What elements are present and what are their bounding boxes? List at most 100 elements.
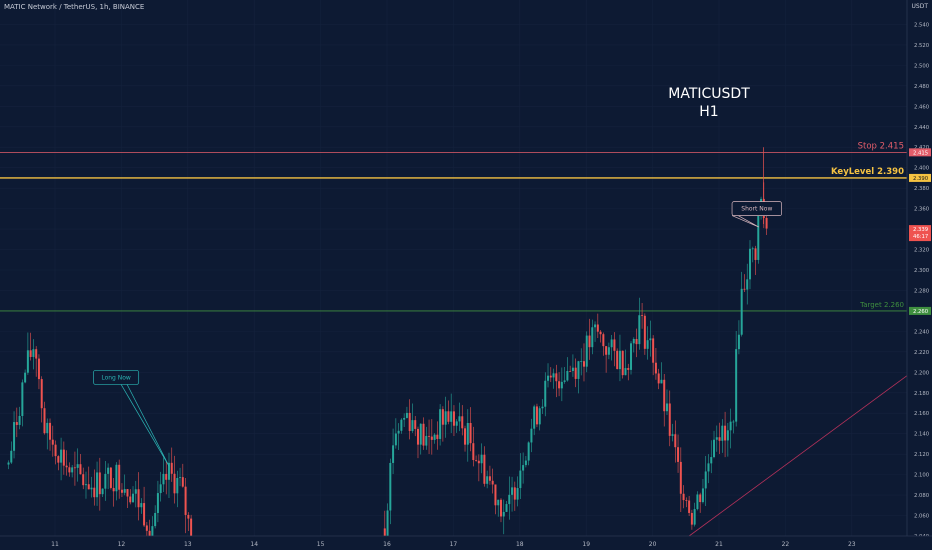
candle-body: [126, 489, 129, 497]
candle-body: [558, 381, 561, 389]
candle-body: [488, 476, 491, 481]
candle-body: [49, 422, 52, 440]
candle-body: [713, 439, 716, 458]
time-tick-label: 16: [383, 541, 391, 548]
price-tick-label: 2.100: [914, 473, 930, 479]
candle-countdown: 46:17: [913, 234, 928, 240]
candle-body: [87, 484, 90, 490]
last-price-value: 2.339: [913, 227, 928, 233]
price-axis[interactable]: 2.540 2.520 2.500 2.480 2.460 2.440 2.420 2.400…: [909, 22, 931, 540]
candle-body: [574, 367, 577, 379]
candle-body: [32, 349, 35, 357]
trendline: [688, 371, 912, 537]
price-tick-label: 2.520: [914, 43, 930, 49]
candle-body: [444, 411, 447, 425]
chart-grid: [0, 0, 907, 536]
candle-body: [663, 379, 666, 412]
candle-body: [447, 411, 450, 422]
candle-body: [76, 464, 79, 468]
candle-body: [10, 450, 13, 463]
candle-body: [519, 470, 522, 489]
price-tick-label: 2.360: [914, 207, 930, 213]
time-tick-label: 20: [649, 541, 657, 548]
candle-body: [704, 471, 707, 489]
candle-body: [643, 315, 646, 349]
candle-body: [480, 454, 483, 464]
candle-body: [419, 423, 422, 445]
candle-body: [665, 403, 668, 412]
short-now-pointer: [731, 215, 760, 228]
candle-body: [549, 375, 552, 378]
candle-body: [82, 474, 85, 486]
candle-body: [618, 350, 621, 370]
time-tick-label: 19: [582, 541, 590, 548]
candle-body: [688, 500, 691, 513]
candle-body: [577, 361, 580, 379]
candle-body: [65, 465, 68, 468]
candle-body: [740, 288, 743, 335]
candle-body: [54, 444, 57, 457]
candle-body: [425, 435, 428, 446]
candle-body: [649, 338, 652, 341]
candle-body: [541, 406, 544, 409]
candle-body: [386, 510, 389, 540]
candle-body: [118, 464, 121, 490]
candle-body: [176, 477, 179, 494]
candle-body: [748, 248, 751, 280]
candles: [7, 147, 768, 550]
price-tick-label: 2.080: [914, 493, 930, 499]
time-axis[interactable]: 11 12 13 14 15 16 17 18 19 20 21 22 23: [51, 541, 856, 548]
candle-body: [140, 503, 143, 508]
candle-body: [137, 489, 140, 508]
candle-body: [101, 488, 104, 495]
candle-body: [35, 349, 38, 359]
candle-body: [73, 467, 76, 469]
candle-body: [552, 373, 555, 378]
candle-body: [156, 493, 159, 513]
timeframe-label: H1: [699, 104, 718, 120]
candle-body: [173, 473, 176, 494]
short-now-text: Short Now: [741, 206, 772, 213]
candle-body: [585, 335, 588, 367]
candle-body: [29, 350, 32, 357]
candle-body: [389, 462, 392, 511]
candle-body: [671, 434, 674, 436]
candle-body: [129, 496, 132, 503]
candle-body: [627, 368, 630, 370]
price-tick-label: 2.240: [914, 329, 930, 335]
price-tick-label: 2.540: [914, 22, 930, 28]
candle-body: [547, 375, 550, 381]
candle-body: [383, 528, 386, 540]
candle-body: [159, 484, 162, 494]
candle-body: [397, 430, 400, 434]
price-tick-label: 2.460: [914, 104, 930, 110]
price-tick-label: 2.440: [914, 125, 930, 131]
price-axis-background: [907, 0, 932, 536]
candle-body: [624, 368, 627, 376]
candle-body: [98, 472, 101, 495]
candle-body: [46, 422, 49, 434]
target-level-label: Target 2.260: [859, 301, 904, 309]
price-tick-label: 2.400: [914, 166, 930, 172]
candle-body: [596, 324, 599, 332]
candle-body: [466, 423, 469, 445]
last-price-tag: [909, 225, 931, 242]
candle-body: [668, 403, 671, 436]
long-now-pointer: [120, 384, 170, 467]
candle-body: [754, 248, 757, 260]
candle-body: [154, 512, 157, 527]
time-tick-label: 11: [51, 541, 59, 548]
candle-body: [51, 439, 54, 445]
candle-body: [190, 518, 193, 547]
candle-body: [167, 462, 170, 480]
key-price-tag-label: 2.390: [913, 176, 929, 182]
candle-body: [729, 421, 732, 431]
stop-level-label: Stop 2.415: [858, 141, 904, 151]
candle-body: [132, 493, 135, 503]
price-tick-label: 2.500: [914, 63, 930, 69]
candle-body: [472, 443, 475, 461]
candle-body: [458, 416, 461, 422]
price-levels: Stop 2.415 KeyLevel 2.390 Target 2.260: [0, 141, 907, 312]
candle-body: [616, 350, 619, 370]
